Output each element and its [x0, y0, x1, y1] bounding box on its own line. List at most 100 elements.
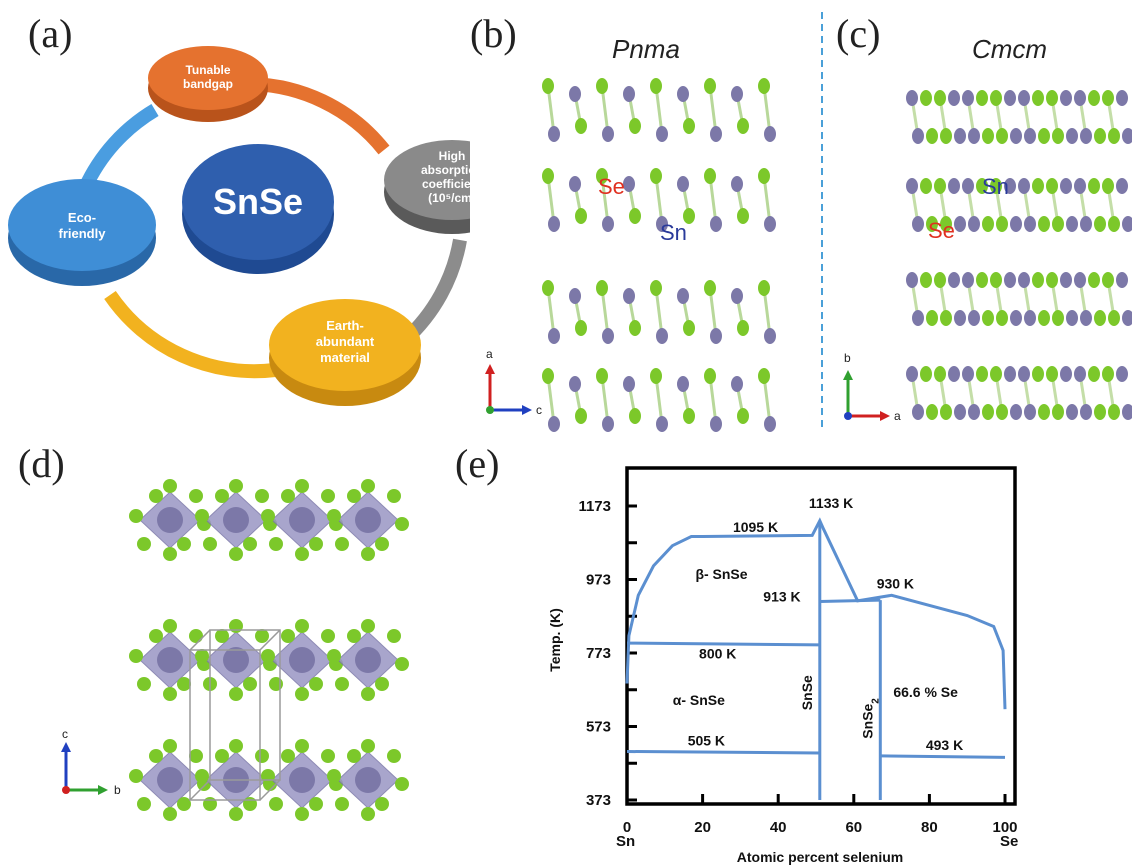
bond	[546, 175, 556, 225]
atom	[1080, 128, 1092, 144]
panel-b-atoms	[542, 78, 776, 432]
atom	[677, 176, 689, 192]
atom	[737, 408, 749, 424]
annotation: 493 K	[926, 737, 963, 753]
atom	[764, 416, 776, 432]
bond	[708, 375, 718, 425]
atom	[1046, 178, 1058, 194]
se-atom	[163, 687, 177, 701]
se-atom	[129, 509, 143, 523]
panel-b-axis-up-label: a	[486, 347, 493, 361]
bond	[1078, 97, 1088, 137]
atom	[990, 366, 1002, 382]
sn-atom	[157, 767, 183, 793]
atom	[1116, 90, 1128, 106]
sn-atom	[223, 647, 249, 673]
atom	[650, 368, 662, 384]
atom	[1102, 366, 1114, 382]
bond	[994, 279, 1004, 319]
atom	[1038, 216, 1050, 232]
se-atom	[149, 749, 163, 763]
atom	[1032, 90, 1044, 106]
atom	[731, 288, 743, 304]
polyhedron	[205, 631, 267, 689]
se-atom	[243, 797, 257, 811]
earth-disc	[269, 299, 421, 391]
bond	[1106, 279, 1116, 319]
atom	[1102, 272, 1114, 288]
atom	[629, 208, 641, 224]
bond	[708, 287, 718, 337]
panel-b-title: Pnma	[612, 34, 680, 64]
atom	[982, 128, 994, 144]
bond	[573, 183, 583, 217]
atom	[954, 310, 966, 326]
bond	[600, 175, 610, 225]
se-atom	[163, 479, 177, 493]
se-atom	[129, 769, 143, 783]
atom	[1094, 128, 1106, 144]
se-atom	[189, 489, 203, 503]
atom	[968, 216, 980, 232]
atom	[656, 416, 668, 432]
se-atom	[295, 739, 309, 753]
annotation: 66.6 % Se	[893, 684, 958, 700]
bond	[681, 93, 691, 127]
atom	[954, 404, 966, 420]
panel-c-axis-right-arrow	[880, 411, 890, 421]
se-atom	[269, 677, 283, 691]
se-atom	[281, 489, 295, 503]
se-atom	[309, 677, 323, 691]
se-atom	[327, 769, 341, 783]
se-atom	[203, 677, 217, 691]
atom	[542, 78, 554, 94]
se-atom	[137, 677, 151, 691]
atom	[710, 126, 722, 142]
bond	[966, 97, 976, 137]
atom	[1046, 272, 1058, 288]
atom	[737, 320, 749, 336]
atom	[1066, 310, 1078, 326]
atom	[683, 118, 695, 134]
bond	[910, 373, 920, 413]
eco-label-2: friendly	[59, 226, 107, 241]
bond	[654, 175, 664, 225]
atom	[940, 216, 952, 232]
atom	[934, 90, 946, 106]
panel-b-axis-right-arrow	[522, 405, 532, 415]
bond	[1078, 279, 1088, 319]
bond	[546, 85, 556, 135]
bond	[1022, 97, 1032, 137]
atom	[976, 272, 988, 288]
atom	[990, 90, 1002, 106]
atom	[1018, 272, 1030, 288]
atom	[596, 78, 608, 94]
annotation: 800 K	[699, 646, 736, 662]
atom	[1066, 404, 1078, 420]
se-atom	[195, 649, 209, 663]
atom	[677, 376, 689, 392]
bond	[994, 185, 1004, 225]
bond	[1022, 185, 1032, 225]
se-atom	[149, 489, 163, 503]
atom	[912, 216, 924, 232]
se-atom	[203, 537, 217, 551]
sn-atom	[355, 647, 381, 673]
bond	[910, 279, 920, 319]
earth-label-2: abundant	[316, 334, 375, 349]
atom	[962, 366, 974, 382]
earth-label-3: material	[320, 350, 370, 365]
se-atom	[321, 749, 335, 763]
atom	[623, 288, 635, 304]
se-atom	[137, 797, 151, 811]
atom	[968, 404, 980, 420]
se-atom	[375, 537, 389, 551]
se-atom	[163, 547, 177, 561]
se-atom	[229, 687, 243, 701]
atom	[940, 128, 952, 144]
se-atom	[255, 629, 269, 643]
se-atom	[269, 537, 283, 551]
bond	[708, 175, 718, 225]
se-atom	[215, 489, 229, 503]
atom	[996, 404, 1008, 420]
